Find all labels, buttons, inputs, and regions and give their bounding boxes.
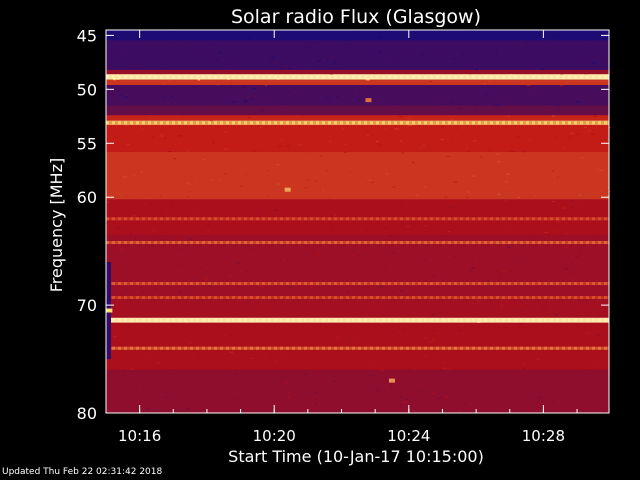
chart-title: Solar radio Flux (Glasgow) [231, 6, 481, 28]
y-axis-label: Frequency [MHz] [47, 158, 66, 292]
band-16 [106, 369, 609, 413]
band-13 [106, 299, 609, 319]
band-11 [106, 199, 609, 235]
y-tick-label-5: 80 [77, 404, 97, 423]
emission-line-1 [106, 121, 609, 125]
band-12 [106, 234, 609, 300]
band-9 [106, 124, 609, 152]
band-2 [106, 69, 609, 75]
x-tick-label-1: 10:20 [253, 427, 296, 445]
x-tick-label-3: 10:28 [522, 427, 565, 445]
y-axis: 45 50 55 60 70 80 [77, 26, 610, 423]
band-4 [106, 79, 609, 86]
bright-line-glow-0 [106, 74, 609, 80]
emission-line-3 [106, 241, 609, 245]
band-10 [106, 151, 609, 200]
hotspot-2 [388, 378, 395, 383]
emission-line-4 [106, 282, 609, 286]
plot-area [106, 30, 612, 413]
y-tick-label-1: 50 [77, 80, 97, 99]
plot-frame [105, 29, 610, 414]
emission-line-7 [106, 346, 609, 350]
y-tick-label-0: 45 [77, 26, 97, 45]
x-tick-label-0: 10:16 [118, 427, 161, 445]
x-axis-label: Start Time (10-Jan-17 10:15:00) [228, 447, 484, 466]
emission-line-2 [106, 217, 609, 221]
y-tick-label-2: 55 [77, 134, 97, 153]
y-tick-label-4: 70 [77, 296, 97, 315]
band-6 [106, 105, 609, 116]
band-5 [106, 85, 609, 106]
hotspot-0 [284, 187, 291, 192]
band-1 [106, 40, 609, 70]
emission-line-5 [106, 296, 609, 300]
band-7 [106, 115, 609, 121]
hotspot-1 [365, 98, 372, 103]
x-tick-label-2: 10:24 [387, 427, 430, 445]
x-axis: 10:16 10:20 10:24 10:28 [105, 30, 578, 445]
updated-timestamp: Updated Thu Feb 22 02:31:42 2018 [2, 467, 163, 477]
y-tick-label-3: 60 [77, 188, 97, 207]
hotspot-3 [106, 308, 113, 313]
bright-line-glow-1 [106, 317, 609, 323]
band-0 [106, 30, 609, 41]
